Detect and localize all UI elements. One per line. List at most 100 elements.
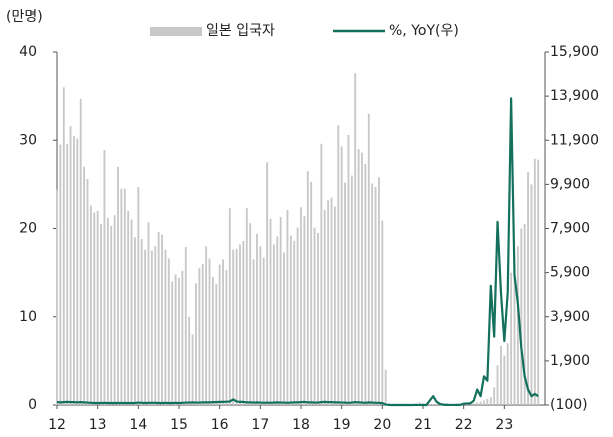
bar — [198, 268, 201, 405]
bar — [211, 277, 214, 405]
bar — [283, 252, 285, 405]
bar — [428, 404, 431, 405]
bar — [157, 232, 160, 405]
bar — [537, 159, 540, 405]
x-tick-label: 16 — [211, 417, 229, 433]
x-tick-label: 12 — [48, 417, 66, 433]
x-tick-label: 23 — [495, 417, 513, 433]
bar — [239, 244, 241, 405]
bar — [252, 259, 255, 405]
bar — [310, 181, 313, 405]
bar — [381, 220, 384, 405]
bar — [510, 272, 513, 405]
bar — [266, 162, 269, 405]
y2-tick-label: 1,900 — [550, 353, 590, 369]
y2-tick-label: 5,900 — [550, 265, 590, 281]
bar — [503, 355, 506, 405]
y-tick-label: 0 — [28, 397, 37, 413]
bar — [100, 224, 102, 405]
bar — [184, 247, 187, 405]
bar — [361, 152, 363, 405]
x-tick-label: 19 — [333, 417, 351, 433]
bar — [527, 172, 529, 405]
bar — [56, 189, 58, 405]
bar — [259, 246, 262, 405]
bar — [181, 270, 184, 405]
y-tick-label: 40 — [19, 44, 37, 60]
bar — [269, 218, 272, 405]
bar — [256, 233, 258, 405]
bar — [106, 217, 109, 405]
bar — [232, 249, 235, 405]
bar — [134, 237, 136, 405]
bar — [469, 404, 472, 405]
bar — [340, 146, 343, 406]
y2-tick-label: 9,900 — [550, 176, 590, 192]
x-tick-label: 20 — [373, 417, 391, 433]
bar — [208, 258, 211, 405]
bar — [130, 219, 133, 405]
bar — [286, 209, 289, 405]
y2-tick-label: 3,900 — [550, 309, 590, 325]
bar — [140, 239, 143, 405]
line — [56, 97, 539, 407]
bar — [174, 274, 177, 405]
bar — [357, 149, 360, 405]
legend-swatch — [150, 27, 202, 36]
bar — [218, 264, 221, 405]
y-tick-label: 10 — [19, 309, 37, 325]
bar — [62, 87, 65, 406]
bar — [364, 164, 367, 405]
bar — [93, 212, 96, 405]
bar — [418, 402, 421, 405]
bar — [96, 210, 99, 405]
bar — [154, 246, 157, 405]
y2-tick-label: 7,900 — [550, 221, 590, 237]
legend-label: %, YoY(우) — [389, 23, 459, 39]
bar — [195, 283, 197, 405]
bar — [127, 210, 130, 405]
bar — [303, 216, 306, 405]
bar — [262, 257, 265, 405]
bar — [300, 207, 302, 405]
y-tick-label: 30 — [19, 132, 37, 148]
bar — [171, 281, 174, 405]
bar — [215, 284, 218, 405]
bar — [272, 244, 275, 405]
bar — [59, 144, 62, 405]
bar — [201, 263, 204, 405]
unit-label: (만명) — [6, 9, 43, 25]
bar — [137, 187, 140, 405]
bar — [66, 143, 69, 405]
bar — [245, 208, 248, 405]
bar — [516, 246, 519, 405]
bar — [327, 200, 330, 405]
bar — [123, 188, 126, 405]
bar — [235, 248, 238, 405]
bar — [330, 197, 333, 405]
bar — [103, 149, 106, 405]
bar — [76, 138, 79, 406]
bar — [344, 182, 346, 405]
legend-label: 일본 입국자 — [206, 23, 275, 39]
bar — [483, 400, 485, 405]
y2-tick-label: 15,900 — [550, 44, 599, 60]
bar — [296, 227, 299, 405]
bar — [293, 240, 296, 405]
bar — [117, 166, 119, 405]
bar — [120, 188, 123, 405]
bar — [513, 272, 516, 405]
bar — [347, 134, 350, 405]
y2-tick-label: 11,900 — [550, 132, 599, 148]
x-tick-label: 17 — [251, 417, 269, 433]
bar — [374, 187, 377, 405]
bar — [289, 235, 292, 405]
bar — [533, 158, 536, 405]
bar — [188, 316, 191, 405]
bar — [506, 343, 509, 405]
bar — [225, 269, 228, 405]
bar — [384, 369, 387, 405]
x-tick-label: 13 — [89, 417, 107, 433]
bar — [164, 249, 167, 405]
